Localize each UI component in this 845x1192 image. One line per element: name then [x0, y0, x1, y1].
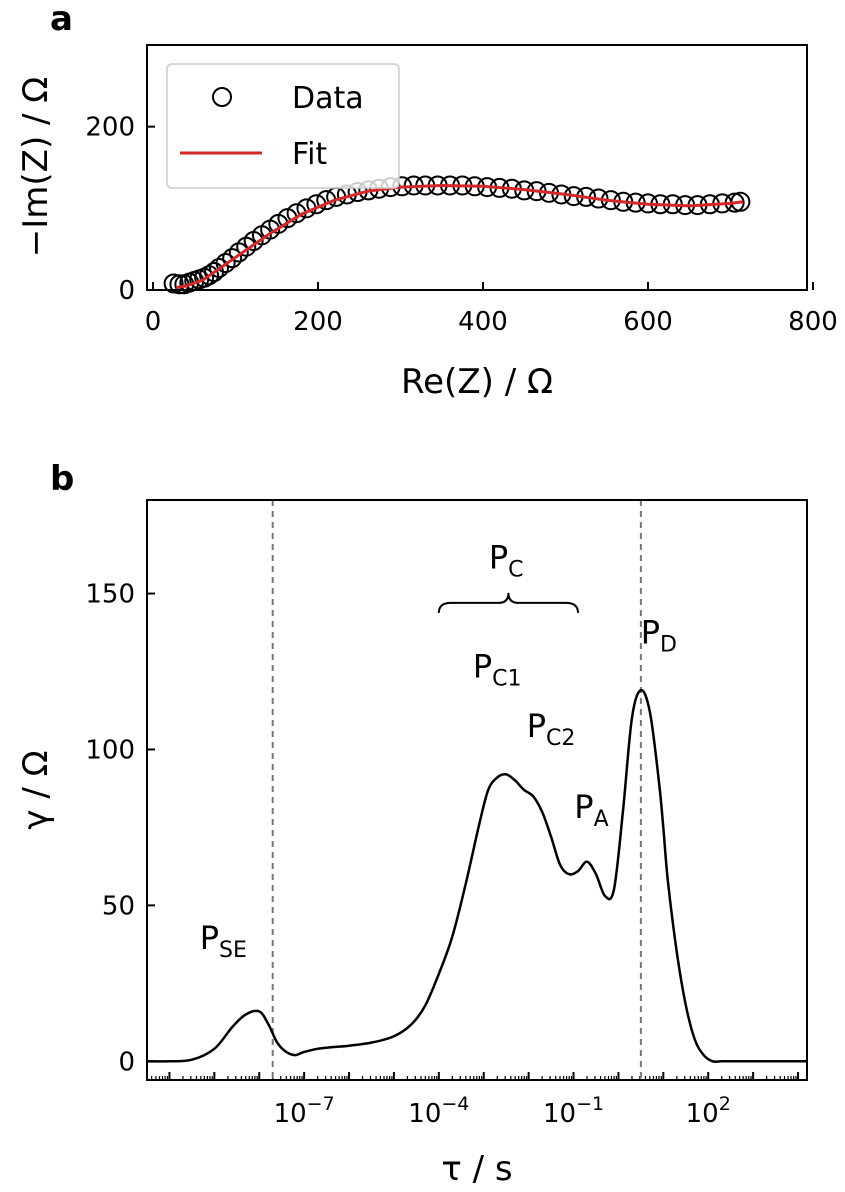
peak-label-c2: PC2 — [527, 707, 576, 751]
panel-b-xtick-label: 10−7 — [274, 1093, 335, 1129]
legend-box — [166, 63, 400, 189]
legend-label-fit: Fit — [292, 137, 327, 172]
data-point — [209, 257, 229, 278]
panel-b-xtick-label: 102 — [686, 1093, 731, 1129]
panel-a-xtick-label: 400 — [458, 307, 508, 337]
panel-a-xlabel: Re(Z) / Ω — [401, 362, 553, 402]
panel-b-xtick-label: 10−1 — [543, 1093, 604, 1129]
panel-a-ticks: 0 200 400 600 800 0 200 — [85, 113, 837, 337]
peak-label-d: PD — [641, 613, 677, 657]
panel-b-ytick-label: 0 — [118, 1047, 135, 1077]
panel-a-xtick-label: 0 — [145, 307, 162, 337]
panel-b-xtick-label: 10−4 — [408, 1093, 469, 1129]
brace — [437, 592, 580, 613]
data-point — [163, 273, 184, 294]
panel-a-xtick-label: 600 — [623, 307, 673, 337]
panel-label-b: b — [50, 459, 74, 499]
panel-a-ylabel: −Im(Z) / Ω — [16, 77, 56, 258]
peak-label-c: PC — [489, 539, 524, 583]
data-point — [222, 248, 243, 269]
panel-a-frame — [146, 44, 808, 291]
fit-line — [175, 183, 744, 290]
data-point — [199, 265, 220, 286]
panel-b-plot-area — [146, 500, 807, 1080]
panel-a-ytick-label: 200 — [85, 113, 135, 143]
panel-b-ytick-label: 150 — [85, 580, 135, 610]
panel-a-plot-area — [163, 175, 751, 295]
peak-label-se: PSE — [200, 919, 247, 963]
panel-b-ytick-label: 100 — [85, 735, 135, 765]
legend-label-data: Data — [292, 81, 364, 116]
legend: Data Fit — [166, 63, 400, 189]
panel-b-ytick-label: 50 — [102, 891, 135, 921]
panel-label-a: a — [50, 0, 73, 39]
data-point — [215, 253, 236, 274]
panel-a: a 0 200 400 600 800 0 200 Data Fit Re(Z) / Ω −… — [16, 0, 838, 402]
panel-a-xtick-label: 200 — [293, 307, 343, 337]
panel-b-ticks: 10−7 10−4 10−1 102 0 50 100 150 — [85, 580, 800, 1129]
panel-a-ytick-label: 0 — [118, 276, 135, 306]
peak-label-a: PA — [574, 788, 608, 832]
legend-marker-data — [212, 87, 232, 107]
panel-b-frame — [146, 499, 808, 1081]
panel-b-xlabel: τ / s — [441, 1149, 512, 1189]
panel-a-xtick-label: 800 — [788, 307, 838, 337]
peak-label-c1: PC1 — [473, 648, 522, 692]
drt-curve — [146, 688, 807, 1063]
panel-b-ylabel: γ / Ω — [16, 750, 56, 829]
